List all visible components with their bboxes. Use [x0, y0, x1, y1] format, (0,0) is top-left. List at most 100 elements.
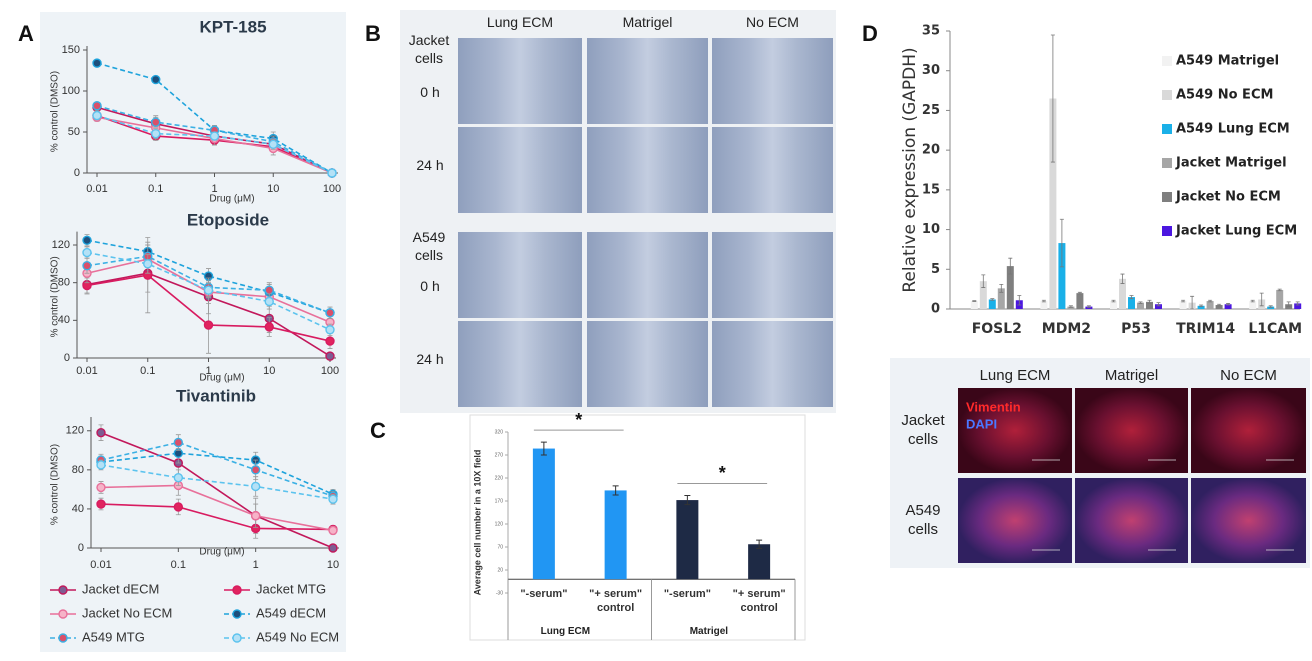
data-point	[82, 235, 92, 246]
data-point	[325, 308, 335, 318]
chart-title: Tivantinib	[176, 386, 256, 405]
bar	[1276, 289, 1284, 309]
x-tick-label: 10	[327, 559, 339, 571]
legend-label: Jacket No ECM	[82, 605, 172, 620]
data-point	[325, 325, 335, 335]
fluorescence-image	[1191, 478, 1306, 563]
error-bar	[1268, 305, 1273, 308]
legend-label: A549 dECM	[256, 605, 326, 620]
error-bar	[1138, 301, 1143, 304]
y-tick-label: 25	[922, 103, 940, 118]
bar	[1146, 301, 1153, 309]
error-bar	[1041, 299, 1046, 303]
legend-swatch	[1162, 90, 1172, 100]
row-label: A549 cells	[905, 502, 941, 538]
x-tick-label: 1	[253, 559, 259, 571]
y-tick-label: 0	[64, 352, 70, 364]
error-bar	[1295, 301, 1300, 306]
y-tick-label: 80	[58, 277, 70, 289]
microscopy-image	[587, 321, 708, 407]
data-point	[325, 351, 335, 361]
series-line	[100, 441, 334, 497]
microscopy-image	[712, 321, 833, 407]
bar	[1110, 301, 1117, 309]
error-bar	[1059, 218, 1064, 268]
legend-marker	[232, 585, 242, 595]
y-tick-label: 35	[922, 24, 940, 39]
x-tick-label: P53	[1121, 321, 1151, 337]
error-bar	[972, 300, 977, 302]
y-tick-label: 120	[495, 521, 504, 527]
group-label: Lung ECM	[540, 626, 591, 637]
x-tick-label: 1	[211, 183, 217, 195]
bar	[1137, 302, 1144, 309]
data-point	[151, 74, 161, 85]
bar	[1249, 301, 1257, 309]
microscopy-image	[712, 127, 833, 213]
y-tick-label: 80	[72, 464, 84, 476]
legend-swatch	[1162, 56, 1172, 66]
x-tick-label: "-serum"	[663, 588, 711, 600]
stain-label: Vimentin	[966, 399, 1021, 414]
error-bar	[1190, 295, 1195, 310]
data-point	[203, 320, 214, 330]
timepoint-label: 24 h	[416, 351, 444, 367]
y-tick-label: 0	[78, 542, 84, 554]
error-bar	[1199, 304, 1204, 308]
column-header: Lung ECM	[979, 367, 1051, 384]
group-label: Matrigel	[689, 626, 729, 637]
data-point	[250, 511, 261, 521]
x-axis-label: Drug (μM)	[199, 373, 244, 384]
legend-swatch	[1162, 226, 1172, 236]
bar	[1058, 243, 1066, 309]
data-point	[203, 285, 214, 295]
legend-swatch	[1162, 158, 1172, 168]
panel-label: A	[18, 21, 34, 46]
y-tick-label: 320	[495, 429, 504, 435]
y-axis-label: % control (DMSO)	[50, 444, 61, 525]
row-label: Jacket cells	[901, 412, 945, 448]
x-tick-label: 0.1	[140, 365, 155, 377]
bar	[997, 288, 1005, 309]
y-tick-label: 5	[931, 262, 940, 277]
bar	[1119, 278, 1126, 309]
legend-marker	[232, 609, 242, 619]
y-tick-label: 70	[497, 544, 503, 550]
legend-label: Jacket dECM	[82, 581, 159, 596]
panel-label: B	[365, 21, 381, 46]
microscopy-image	[458, 38, 582, 124]
y-tick-label: 100	[62, 85, 80, 97]
microscopy-image	[587, 127, 708, 213]
x-tick-label: L1CAM	[1248, 321, 1302, 337]
series-line	[100, 484, 334, 532]
bar	[676, 500, 699, 580]
chart-title: Etoposide	[187, 210, 269, 229]
bar	[532, 448, 555, 580]
data-point	[328, 543, 338, 553]
x-tick-label: 100	[321, 365, 339, 377]
panel-c-background	[469, 414, 806, 641]
y-tick-label: 40	[72, 503, 84, 515]
error-bar	[1129, 295, 1134, 300]
y-tick-label: -30	[496, 590, 503, 596]
y-tick-label: 0	[931, 302, 940, 317]
legend-label: Jacket Lung ECM	[1175, 224, 1297, 239]
x-tick-label: "-serum"	[520, 588, 568, 600]
microscopy-image	[458, 232, 582, 318]
stain-label: DAPI	[966, 416, 997, 431]
bar	[1155, 304, 1162, 309]
data-point	[92, 58, 102, 68]
y-tick-label: 15	[922, 182, 940, 197]
y-axis-label: % control (DMSO)	[50, 256, 61, 337]
bar	[1197, 305, 1205, 309]
error-bar	[1156, 302, 1161, 307]
error-bar	[1286, 301, 1291, 308]
data-point	[96, 460, 106, 470]
y-tick-label: 0	[74, 167, 80, 179]
y-tick-label: 40	[58, 314, 70, 326]
y-tick-label: 220	[495, 475, 504, 481]
legend-label: Jacket No ECM	[1175, 190, 1281, 205]
legend-label: A549 No ECM	[256, 629, 339, 644]
legend-swatch	[1162, 192, 1172, 202]
x-tick-label: 10	[267, 183, 279, 195]
